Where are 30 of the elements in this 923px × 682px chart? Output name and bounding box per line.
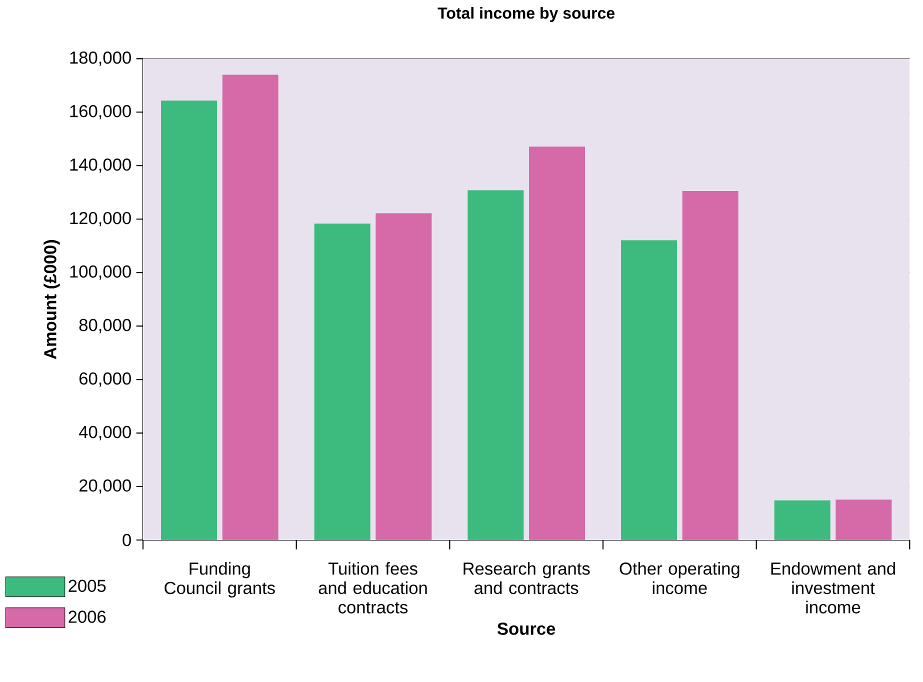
chart-title: Total income by source [438, 7, 615, 22]
y-tick-label: 40,000 [79, 426, 131, 440]
bar [621, 240, 678, 540]
bar [376, 213, 432, 540]
bar [314, 224, 370, 540]
y-tick-label: 120,000 [70, 212, 131, 226]
bar [161, 100, 217, 540]
bar [774, 500, 830, 540]
y-tick-label: 140,000 [70, 158, 131, 173]
x-tick-label: Other operating income [620, 562, 740, 594]
x-tick-label: Research grants and contracts [464, 562, 590, 594]
y-tick-label: 180,000 [70, 52, 131, 66]
y-tick-label: 160,000 [70, 104, 131, 120]
x-tick-label: Funding Council grants [164, 562, 275, 598]
y-tick-label: 100,000 [70, 265, 131, 280]
y-axis-title: Amount (£000) [44, 240, 60, 360]
y-tick-label: 80,000 [79, 318, 131, 334]
x-axis-title: Source [497, 622, 556, 635]
y-tick-label: 20,000 [79, 479, 131, 494]
bar [529, 146, 586, 540]
y-tick-label: 0 [122, 534, 131, 546]
x-tick-label: Tuition fees and education contracts [318, 562, 427, 614]
bar [836, 500, 892, 540]
bar [468, 190, 524, 540]
x-tick-label: Endowment and investment income [771, 562, 895, 614]
bar [682, 191, 738, 540]
legend-label: 2005 [68, 580, 106, 592]
y-tick-label: 60,000 [79, 372, 131, 387]
legend-label: 2006 [68, 610, 106, 623]
bar [222, 74, 278, 540]
